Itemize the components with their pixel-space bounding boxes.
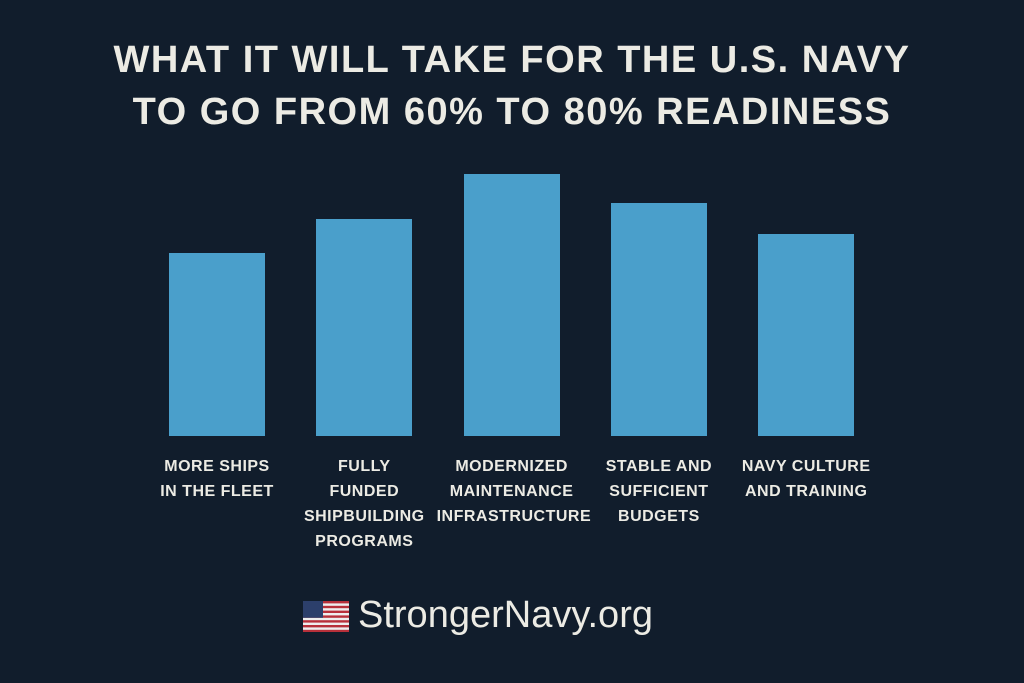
flag-icon bbox=[303, 601, 349, 632]
x-tick-label: NAVY CULTURE AND TRAINING bbox=[741, 458, 871, 500]
chart-title: WHAT IT WILL TAKE FOR THE U.S. NAVY TO G… bbox=[113, 39, 911, 133]
footer-url: StrongerNavy.org bbox=[358, 594, 653, 636]
x-tick-label: MODERNIZED MAINTENANCE INFRASTRUCTURE bbox=[436, 458, 592, 525]
bar bbox=[169, 252, 265, 436]
x-tick-label: MORE SHIPS IN THE FLEET bbox=[160, 458, 274, 500]
bar bbox=[758, 234, 855, 436]
x-tick-label: FULLY FUNDED SHIPBUILDING PROGRAMS bbox=[303, 458, 425, 550]
x-tick-label: STABLE AND SUFFICIENT BUDGETS bbox=[605, 458, 713, 525]
bar bbox=[463, 174, 560, 436]
bar bbox=[610, 202, 707, 436]
bar bbox=[316, 218, 413, 436]
